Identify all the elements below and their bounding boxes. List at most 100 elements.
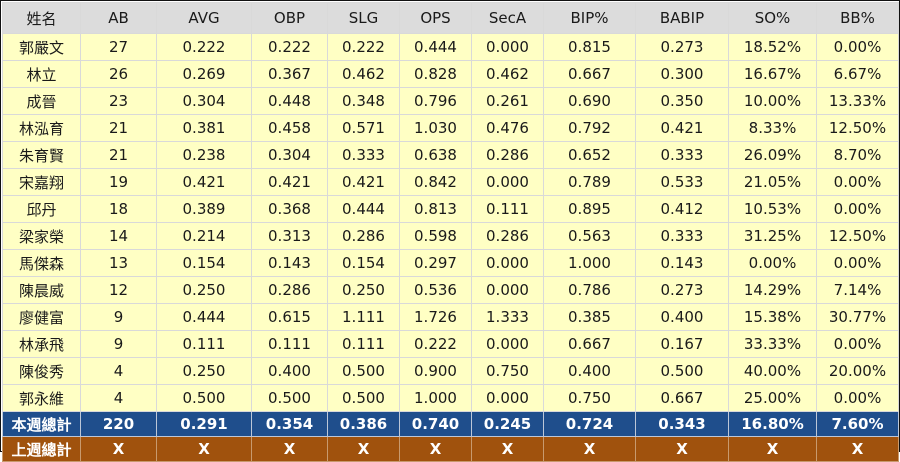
player-name-cell: 林承飛 [2, 330, 81, 358]
table-body: 郭嚴文 27 0.222 0.222 0.222 0.444 0.000 0.815 0.273… [2, 33, 899, 462]
stat-cell: 0.348 [327, 87, 400, 115]
header-row: 姓名 AB AVG OBP SLG OPS SecA BIP% BABIP SO% BB% [2, 2, 899, 34]
stat-cell: 18.52% [728, 33, 817, 61]
stat-cell: 9 [80, 330, 157, 358]
stat-cell: 0.143 [251, 249, 328, 277]
stat-cell: 0.813 [399, 195, 472, 223]
stat-cell: 0.000 [471, 276, 544, 304]
stat-cell: 0.400 [251, 357, 328, 385]
total-stat-cell: 0.291 [156, 411, 252, 437]
player-name-cell: 廖健富 [2, 303, 81, 331]
player-row: 林立 26 0.269 0.367 0.462 0.828 0.462 0.667 0.300 1… [2, 60, 899, 88]
stat-cell: 0.000 [471, 33, 544, 61]
stat-cell: 0.238 [156, 141, 252, 169]
stat-cell: 21 [80, 141, 157, 169]
stat-cell: 7.14% [816, 276, 899, 304]
stat-cell: 0.00% [816, 33, 899, 61]
total-stat-cell: 0.354 [251, 411, 328, 437]
player-name-cell: 郭永維 [2, 384, 81, 412]
stat-cell: 0.304 [156, 87, 252, 115]
stat-cell: 0.389 [156, 195, 252, 223]
stat-cell: 0.297 [399, 249, 472, 277]
stat-cell: 0.381 [156, 114, 252, 142]
column-header: AVG [156, 2, 252, 34]
stat-cell: 0.792 [543, 114, 636, 142]
stat-cell: 1.726 [399, 303, 472, 331]
stat-cell: 1.333 [471, 303, 544, 331]
total-stat-cell: 16.80% [728, 411, 817, 437]
stat-cell: 0.00% [816, 384, 899, 412]
total-stat-cell: X [156, 436, 252, 462]
stat-cell: 0.286 [471, 141, 544, 169]
this-week-total-row: 本週總計 220 0.291 0.354 0.386 0.740 0.245 0.724 0.3… [2, 411, 899, 437]
total-stat-cell: 220 [80, 411, 157, 437]
total-label-cell: 上週總計 [2, 436, 81, 462]
last-week-total-row: 上週總計 X X X X X X X X X X [2, 436, 899, 462]
stat-cell: 0.269 [156, 60, 252, 88]
stat-cell: 0.143 [635, 249, 729, 277]
column-header: SO% [728, 2, 817, 34]
stat-cell: 0.000 [471, 384, 544, 412]
stat-cell: 0.842 [399, 168, 472, 196]
player-row: 朱育賢 21 0.238 0.304 0.333 0.638 0.286 0.652 0.333… [2, 141, 899, 169]
player-row: 邱丹 18 0.389 0.368 0.444 0.813 0.111 0.895 0.412 1… [2, 195, 899, 223]
stat-cell: 0.000 [471, 168, 544, 196]
stat-cell: 0.222 [156, 33, 252, 61]
stat-cell: 0.00% [816, 195, 899, 223]
stat-cell: 0.412 [635, 195, 729, 223]
stat-cell: 0.500 [251, 384, 328, 412]
stat-cell: 0.571 [327, 114, 400, 142]
stat-cell: 30.77% [816, 303, 899, 331]
stat-cell: 0.154 [156, 249, 252, 277]
stat-cell: 0.667 [635, 384, 729, 412]
total-stat-cell: 0.724 [543, 411, 636, 437]
total-stat-cell: 0.386 [327, 411, 400, 437]
column-header: OBP [251, 2, 328, 34]
total-stat-cell: X [635, 436, 729, 462]
stat-cell: 10.53% [728, 195, 817, 223]
player-row: 林泓育 21 0.381 0.458 0.571 1.030 0.476 0.792 0.421… [2, 114, 899, 142]
stat-cell: 0.111 [471, 195, 544, 223]
stat-cell: 0.214 [156, 222, 252, 250]
stat-cell: 0.421 [327, 168, 400, 196]
stat-cell: 0.286 [471, 222, 544, 250]
stat-cell: 0.448 [251, 87, 328, 115]
stat-cell: 0.111 [251, 330, 328, 358]
stat-cell: 0.400 [543, 357, 636, 385]
stat-cell: 26.09% [728, 141, 817, 169]
player-row: 馬傑森 13 0.154 0.143 0.154 0.297 0.000 1.000 0.143… [2, 249, 899, 277]
stat-cell: 0.638 [399, 141, 472, 169]
stat-cell: 0.444 [399, 33, 472, 61]
player-row: 林承飛 9 0.111 0.111 0.111 0.222 0.000 0.667 0.167 3… [2, 330, 899, 358]
stat-cell: 0.667 [543, 330, 636, 358]
stat-cell: 0.421 [156, 168, 252, 196]
stat-cell: 9 [80, 303, 157, 331]
stat-cell: 0.250 [156, 357, 252, 385]
player-row: 郭嚴文 27 0.222 0.222 0.222 0.444 0.000 0.815 0.273… [2, 33, 899, 61]
stat-cell: 0.400 [635, 303, 729, 331]
player-row: 梁家榮 14 0.214 0.313 0.286 0.598 0.286 0.563 0.333… [2, 222, 899, 250]
column-header: BB% [816, 2, 899, 34]
table-header: 姓名 AB AVG OBP SLG OPS SecA BIP% BABIP SO% BB% [2, 2, 899, 34]
player-name-cell: 邱丹 [2, 195, 81, 223]
total-stat-cell: X [251, 436, 328, 462]
stat-cell: 14.29% [728, 276, 817, 304]
stat-cell: 4 [80, 357, 157, 385]
stat-cell: 0.333 [327, 141, 400, 169]
stat-cell: 0.900 [399, 357, 472, 385]
stat-cell: 16.67% [728, 60, 817, 88]
stat-cell: 0.304 [251, 141, 328, 169]
stat-cell: 0.350 [635, 87, 729, 115]
stat-cell: 31.25% [728, 222, 817, 250]
total-stat-cell: X [728, 436, 817, 462]
stat-cell: 0.368 [251, 195, 328, 223]
stat-cell: 0.563 [543, 222, 636, 250]
total-stat-cell: 0.740 [399, 411, 472, 437]
total-stat-cell: 0.343 [635, 411, 729, 437]
stat-cell: 0.385 [543, 303, 636, 331]
stat-cell: 0.421 [251, 168, 328, 196]
player-row: 陳俊秀 4 0.250 0.400 0.500 0.900 0.750 0.400 0.500 4… [2, 357, 899, 385]
stat-cell: 0.462 [471, 60, 544, 88]
player-row: 廖健富 9 0.444 0.615 1.111 1.726 1.333 0.385 0.400 1… [2, 303, 899, 331]
